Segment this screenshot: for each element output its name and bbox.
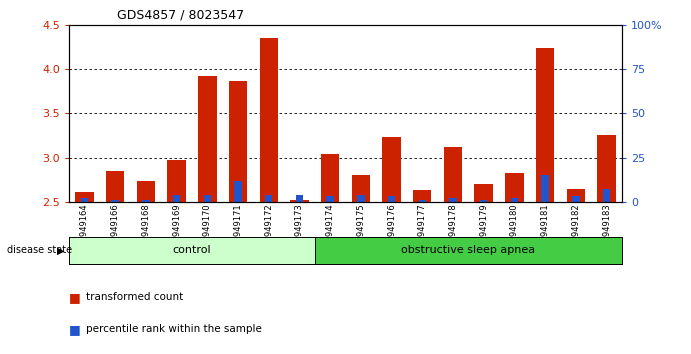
Bar (603, 189, 610, 202)
Text: control: control (173, 245, 211, 256)
Bar (419, 200, 426, 202)
Bar (536, 48, 554, 202)
Bar (81, 198, 88, 202)
Bar (388, 196, 395, 202)
Bar (357, 195, 365, 202)
Text: obstructive sleep apnea: obstructive sleep apnea (401, 245, 536, 256)
Bar (352, 175, 370, 202)
Bar (296, 195, 303, 202)
Bar (137, 181, 155, 202)
Bar (511, 198, 518, 202)
Bar (198, 76, 216, 202)
Bar (75, 192, 94, 202)
Bar (173, 195, 180, 202)
Bar (572, 196, 580, 202)
Bar (106, 171, 124, 202)
Bar (597, 136, 616, 202)
Bar (234, 181, 242, 202)
Bar (290, 200, 309, 202)
Bar (142, 200, 149, 202)
Text: ■: ■ (69, 323, 81, 336)
Bar (111, 200, 119, 202)
Bar (505, 173, 524, 202)
Text: ■: ■ (69, 291, 81, 304)
Text: disease state: disease state (7, 245, 72, 256)
Bar (260, 38, 278, 202)
Bar (413, 190, 431, 202)
Text: ▶: ▶ (57, 245, 65, 256)
Bar (321, 154, 339, 202)
Bar (204, 195, 211, 202)
Bar (265, 195, 272, 202)
Bar (382, 137, 401, 202)
Bar (229, 81, 247, 202)
Bar (449, 198, 457, 202)
Bar (542, 175, 549, 202)
Bar (167, 160, 186, 202)
Text: GDS4857 / 8023547: GDS4857 / 8023547 (117, 9, 245, 22)
Bar (475, 184, 493, 202)
Bar (444, 147, 462, 202)
Bar (480, 200, 487, 202)
Bar (567, 189, 585, 202)
Text: percentile rank within the sample: percentile rank within the sample (86, 324, 263, 334)
Text: transformed count: transformed count (86, 292, 184, 302)
Bar (326, 196, 334, 202)
